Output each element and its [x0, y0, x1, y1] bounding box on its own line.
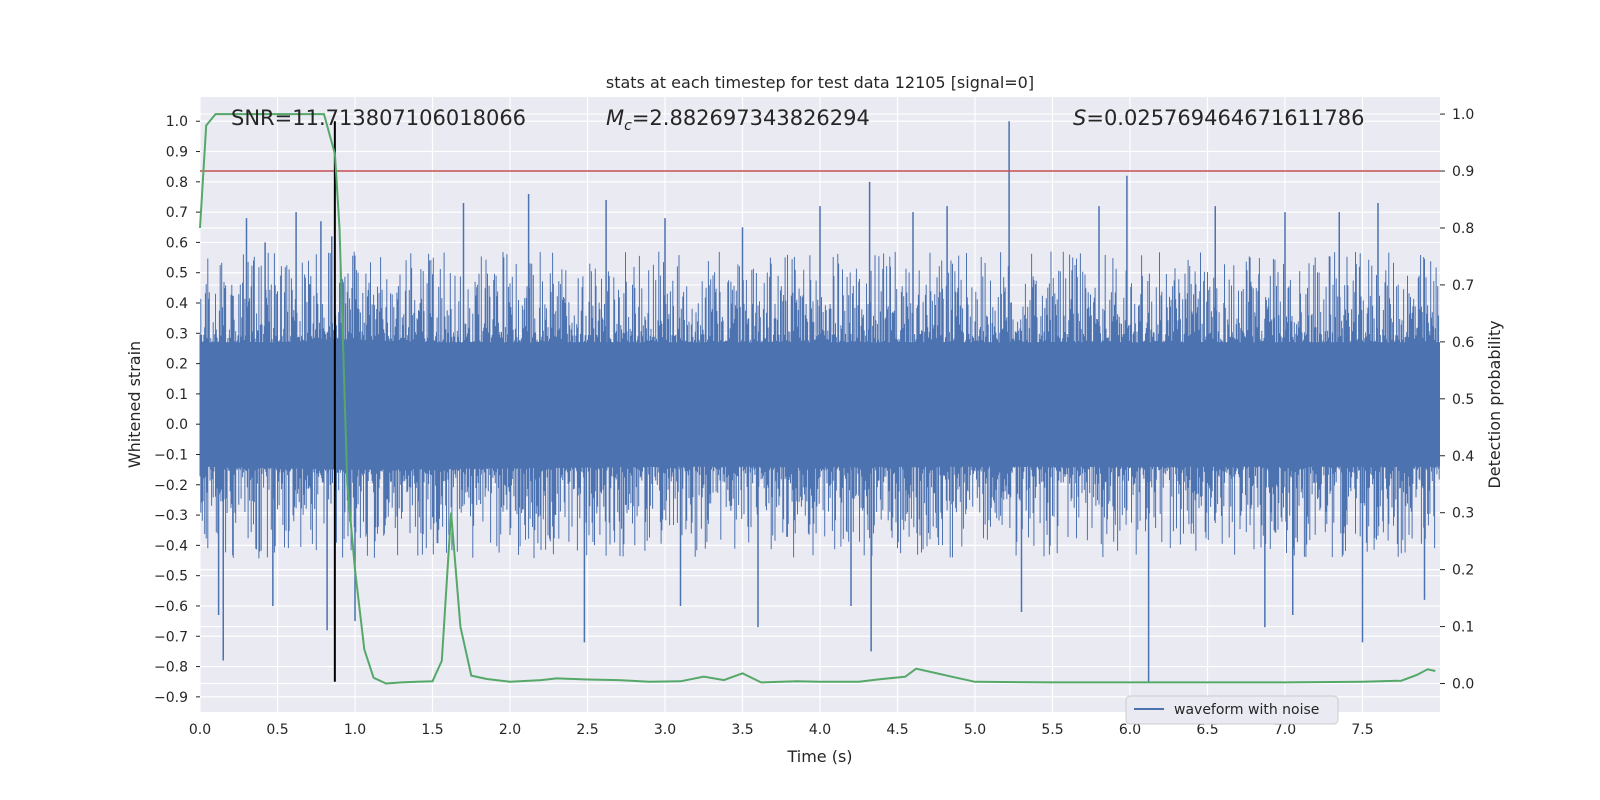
x-tick-label-12: 6.0	[1119, 722, 1141, 738]
x-tick-label-8: 4.0	[809, 722, 831, 738]
y-tick-label-2: 0.8	[166, 175, 188, 191]
chirp-mass-symbol: M	[606, 106, 624, 130]
y-tick-label-11: −0.1	[154, 447, 188, 463]
y-axis-label: Whitened strain	[125, 341, 144, 468]
y-right-tick-label-10: 0.0	[1452, 677, 1474, 693]
x-tick-label-10: 5.0	[964, 722, 986, 738]
x-tick-label-3: 1.5	[421, 722, 443, 738]
chart-title: stats at each timestep for test data 121…	[606, 73, 1034, 92]
reference-lines	[200, 121, 1440, 682]
s-annotation: S=0.025769464671611786	[1073, 106, 1364, 130]
y-tick-label-19: −0.9	[154, 690, 188, 706]
probability-series	[199, 113, 1436, 685]
y-tick-label-13: −0.3	[154, 508, 188, 524]
y-tick-label-10: 0.0	[166, 417, 188, 433]
y-tick-label-0: 1.0	[166, 114, 188, 130]
y-tick-label-9: 0.1	[166, 387, 188, 403]
x-tick-label-7: 3.5	[731, 722, 753, 738]
x-tick-label-0: 0.0	[189, 722, 211, 738]
waveform-series	[199, 121, 1440, 682]
y-tick-label-5: 0.5	[166, 266, 188, 282]
x-tick-label-4: 2.0	[499, 722, 521, 738]
y-right-tick-label-2: 0.8	[1452, 221, 1474, 237]
y-axis-right-label: Detection probability	[1485, 320, 1504, 488]
y-tick-label-16: −0.6	[154, 599, 188, 615]
waveform-noise	[199, 251, 1440, 559]
x-tick-label-2: 1.0	[344, 722, 366, 738]
tick-labels: 0.0 0.5 1.0 1.5 2.0 2.5 3.0 3.5 4.0 4.5 5.0 5.5 6.0 6…	[154, 107, 1474, 738]
chirp-mass-value: =2.882697343826294	[632, 106, 870, 130]
y-tick-label-7: 0.3	[166, 326, 188, 342]
snr-annotation: SNR=11.713807106018066	[231, 106, 526, 130]
x-tick-label-1: 0.5	[266, 722, 288, 738]
x-tick-label-5: 2.5	[576, 722, 598, 738]
detection-probability-line	[199, 113, 1436, 685]
legend-label: waveform with noise	[1174, 702, 1319, 718]
x-tick-label-14: 7.0	[1274, 722, 1296, 738]
x-tick-label-6: 3.0	[654, 722, 676, 738]
chirp-mass-subscript: c	[624, 118, 632, 134]
y-right-tick-label-7: 0.3	[1452, 506, 1474, 522]
y-tick-label-12: −0.2	[154, 478, 188, 494]
legend-box	[1125, 695, 1339, 725]
y-tick-label-14: −0.4	[154, 538, 188, 554]
y-tick-label-1: 0.9	[166, 145, 188, 161]
y-tick-label-6: 0.4	[166, 296, 188, 312]
y-right-tick-label-0: 1.0	[1452, 107, 1474, 123]
s-value: =0.025769464671611786	[1086, 106, 1364, 130]
x-axis-label: Time (s)	[786, 747, 852, 766]
y-tick-label-18: −0.8	[154, 660, 188, 676]
y-right-tick-label-4: 0.6	[1452, 335, 1474, 351]
y-right-tick-label-8: 0.2	[1452, 563, 1474, 579]
y-right-tick-label-3: 0.7	[1452, 278, 1474, 294]
y-right-tick-label-9: 0.1	[1452, 620, 1474, 636]
x-tick-label-13: 6.5	[1196, 722, 1218, 738]
chirp-mass-annotation: Mc=2.882697343826294	[606, 106, 870, 134]
s-symbol: S	[1073, 106, 1086, 130]
y-tick-label-15: −0.5	[154, 569, 188, 585]
x-tick-label-15: 7.5	[1351, 722, 1373, 738]
y-right-tick-label-1: 0.9	[1452, 164, 1474, 180]
y-tick-label-17: −0.7	[154, 629, 188, 645]
y-tick-label-8: 0.2	[166, 357, 188, 373]
y-right-tick-label-6: 0.4	[1452, 449, 1474, 465]
x-tick-label-11: 5.5	[1041, 722, 1063, 738]
legend: waveform with noise	[1125, 695, 1339, 725]
y-right-tick-label-5: 0.5	[1452, 392, 1474, 408]
y-tick-label-3: 0.7	[166, 205, 188, 221]
y-tick-label-4: 0.6	[166, 235, 188, 251]
x-tick-label-9: 4.5	[886, 722, 908, 738]
